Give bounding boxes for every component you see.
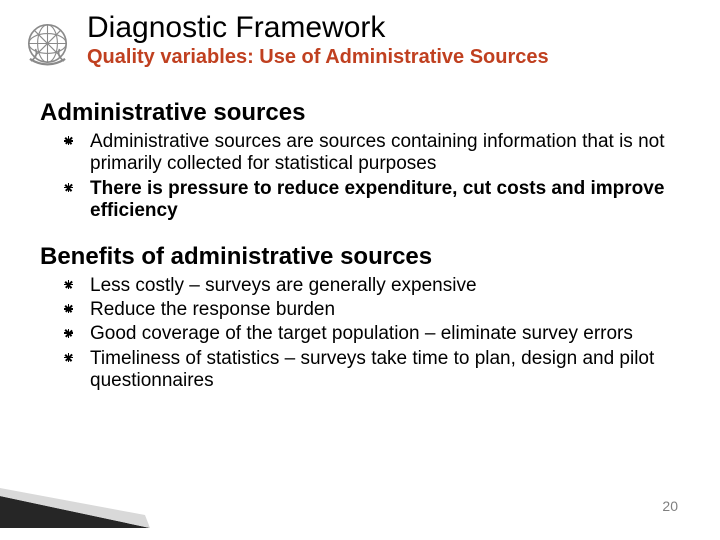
list-item: There is pressure to reduce expenditure,… [64,178,674,223]
list-item-text: Administrative sources are sources conta… [90,131,665,174]
list-item-text: Reduce the response burden [90,299,335,320]
title-block: Diagnostic Framework Quality variables: … [87,12,680,69]
list-item-text: Less costly – surveys are generally expe… [90,275,477,296]
slide-header: Diagnostic Framework Quality variables: … [20,12,680,71]
list-item-text: Good coverage of the target population –… [90,323,633,344]
slide: Diagnostic Framework Quality variables: … [0,0,720,540]
list-item: Less costly – surveys are generally expe… [64,275,674,297]
bullet-list: Less costly – surveys are generally expe… [40,275,674,393]
list-item-text: There is pressure to reduce expenditure,… [90,178,664,221]
list-item: Reduce the response burden [64,299,674,321]
page-number: 20 [662,498,678,514]
slide-subtitle: Quality variables: Use of Administrative… [87,46,680,69]
un-logo-icon [20,16,75,71]
section-heading: Benefits of administrative sources [40,243,674,271]
bullet-list: Administrative sources are sources conta… [40,131,674,223]
section-heading: Administrative sources [40,99,674,127]
list-item: Timeliness of statistics – surveys take … [64,348,674,393]
corner-decor-icon [0,488,150,528]
list-item: Good coverage of the target population –… [64,323,674,345]
list-item: Administrative sources are sources conta… [64,131,674,176]
list-item-text: Timeliness of statistics – surveys take … [90,348,654,391]
slide-title: Diagnostic Framework [87,12,680,44]
slide-body: Administrative sources Administrative so… [40,99,680,393]
